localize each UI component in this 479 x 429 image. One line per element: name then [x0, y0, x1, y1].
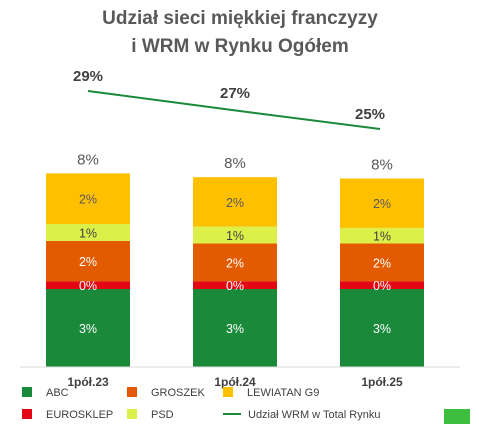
legend-swatch-eurosklep [22, 409, 32, 419]
total-label-2: 8% [224, 155, 246, 172]
legend-label-groszek: GROSZEK [151, 387, 205, 399]
data-label-lewiatan-g9-1: 2% [79, 193, 97, 207]
bars-group: 3% 0% 2% 1% 2% 8% 3% 0% 2% 1% 2% 8% 3% 0% 2% 1% 2% 8% [46, 151, 424, 367]
category-label-3: 1pół.25 [361, 375, 403, 389]
data-label-abc-1: 3% [79, 322, 97, 336]
legend-label-wrm-line: Udział WRM w Total Rynku [248, 409, 380, 421]
data-label-eurosklep-2: 0% [226, 279, 244, 293]
data-label-groszek-3: 2% [373, 256, 391, 270]
data-label-lewiatan-g9-3: 2% [373, 197, 391, 211]
total-label-3: 8% [371, 157, 393, 174]
legend-label-psd: PSD [151, 409, 174, 421]
total-label-1: 8% [77, 151, 99, 168]
category-label-2: 1pół.24 [214, 375, 256, 389]
bar-psd-2 [193, 226, 277, 244]
bar-groszek-2 [193, 243, 277, 282]
bar-eurosklep-1 [46, 281, 130, 289]
bar-groszek-3 [340, 243, 424, 282]
legend-swatch-lewiatan-g9 [223, 387, 233, 397]
bar-abc-3 [340, 289, 424, 367]
data-label-psd-1: 1% [79, 226, 97, 240]
line-label-3: 25% [355, 106, 385, 123]
legend-swatch-abc [22, 387, 32, 397]
data-label-psd-2: 1% [226, 229, 244, 243]
chart-title-line-2: i WRM w Rynku Ogółem [131, 36, 348, 57]
bar-abc-2 [193, 289, 277, 367]
data-label-eurosklep-3: 0% [373, 279, 391, 293]
bar-lewiatan-g9-1 [46, 173, 130, 224]
bar-lewiatan-g9-2 [193, 177, 277, 227]
bar-abc-1 [46, 289, 130, 367]
data-label-abc-2: 3% [226, 322, 244, 336]
legend-label-abc: ABC [46, 387, 69, 399]
data-label-psd-3: 1% [373, 230, 391, 244]
legend: ABC GROSZEK LEWIATAN G9 EUROSKLEP PSD Udział … [22, 387, 470, 424]
category-label-1: 1pół.23 [67, 375, 109, 389]
legend-label-eurosklep: EUROSKLEP [46, 409, 113, 421]
data-label-lewiatan-g9-2: 2% [226, 196, 244, 210]
line-label-2: 27% [220, 85, 250, 102]
legend-swatch-groszek [127, 387, 137, 397]
bar-eurosklep-2 [193, 281, 277, 289]
data-label-eurosklep-1: 0% [79, 279, 97, 293]
bar-eurosklep-3 [340, 281, 424, 289]
category-labels: 1pół.23 1pół.24 1pół.25 [67, 375, 403, 389]
data-label-groszek-1: 2% [79, 255, 97, 269]
bar-psd-1 [46, 224, 130, 241]
line-group: 29% 27% 25% [73, 68, 385, 130]
bar-groszek-1 [46, 240, 130, 282]
chart-title-line-1: Udział sieci miękkiej franczyzy [102, 8, 378, 29]
data-label-abc-3: 3% [373, 322, 391, 336]
data-label-groszek-2: 2% [226, 256, 244, 270]
line-wrm-share [87, 90, 381, 130]
legend-label-lewiatan-g9: LEWIATAN G9 [247, 387, 319, 399]
bar-psd-3 [340, 227, 424, 244]
legend-extra-swatch [444, 409, 470, 424]
legend-swatch-psd [127, 409, 137, 419]
line-label-1: 29% [73, 68, 103, 85]
bar-lewiatan-g9-3 [340, 178, 424, 228]
